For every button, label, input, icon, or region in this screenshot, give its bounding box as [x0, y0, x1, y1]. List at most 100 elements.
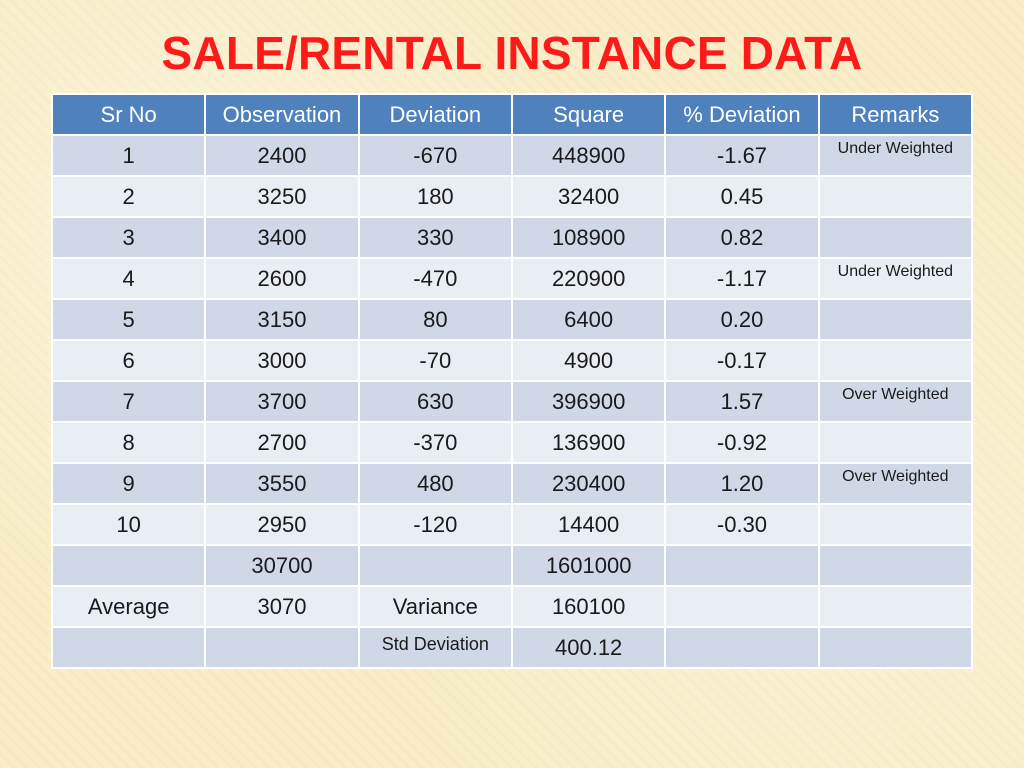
cell-pct-deviation: -0.30 [666, 505, 818, 544]
cell-observation: 3550 [206, 464, 358, 503]
cell-square: 108900 [512, 218, 665, 257]
cell-pct-deviation: -0.17 [666, 341, 818, 380]
table-row: 6 3000 -70 4900 -0.17 [53, 341, 971, 380]
cell-empty [359, 546, 511, 585]
cell-remarks: Under Weighted [819, 136, 971, 175]
cell-sr: 2 [53, 177, 205, 216]
cell-remarks [819, 300, 971, 339]
cell-observation: 3150 [206, 300, 358, 339]
variance-value: 160100 [512, 587, 665, 626]
cell-pct-deviation: 0.82 [666, 218, 818, 257]
cell-deviation: 480 [359, 464, 511, 503]
cell-sr: 3 [53, 218, 205, 257]
cell-pct-deviation: 1.57 [666, 382, 818, 421]
cell-square: 14400 [512, 505, 665, 544]
cell-observation: 3000 [206, 341, 358, 380]
cell-sr: 9 [53, 464, 205, 503]
table-row: 9 3550 480 230400 1.20 Over Weighted [53, 464, 971, 503]
cell-square: 448900 [512, 136, 665, 175]
cell-observation: 2400 [206, 136, 358, 175]
cell-observation: 3700 [206, 382, 358, 421]
cell-deviation: 80 [359, 300, 511, 339]
average-row: Average 3070 Variance 160100 [53, 587, 971, 626]
cell-remarks [819, 177, 971, 216]
cell-pct-deviation: 0.20 [666, 300, 818, 339]
cell-sr: 6 [53, 341, 205, 380]
cell-empty [206, 628, 358, 667]
cell-remarks [819, 341, 971, 380]
cell-sr: 1 [53, 136, 205, 175]
cell-deviation: -120 [359, 505, 511, 544]
cell-square: 32400 [512, 177, 665, 216]
table-row: 8 2700 -370 136900 -0.92 [53, 423, 971, 462]
table-row: 4 2600 -470 220900 -1.17 Under Weighted [53, 259, 971, 298]
cell-remarks: Under Weighted [819, 259, 971, 298]
cell-empty [819, 628, 971, 667]
observation-sum: 30700 [206, 546, 358, 585]
header-square: Square [512, 95, 665, 134]
cell-remarks: Over Weighted [819, 464, 971, 503]
cell-observation: 3250 [206, 177, 358, 216]
cell-remarks [819, 218, 971, 257]
cell-deviation: -670 [359, 136, 511, 175]
average-value: 3070 [206, 587, 358, 626]
cell-pct-deviation: 1.20 [666, 464, 818, 503]
header-sr-no: Sr No [53, 95, 205, 134]
cell-pct-deviation: -0.92 [666, 423, 818, 462]
cell-sr: 10 [53, 505, 205, 544]
cell-square: 4900 [512, 341, 665, 380]
cell-observation: 2700 [206, 423, 358, 462]
header-pct-deviation: % Deviation [666, 95, 818, 134]
cell-deviation: 630 [359, 382, 511, 421]
cell-remarks [819, 423, 971, 462]
cell-deviation: 330 [359, 218, 511, 257]
cell-pct-deviation: -1.17 [666, 259, 818, 298]
cell-empty [666, 546, 818, 585]
instance-data-table: Sr No Observation Deviation Square % Dev… [51, 93, 973, 669]
cell-empty [53, 628, 205, 667]
totals-row: 30700 1601000 [53, 546, 971, 585]
cell-empty [819, 546, 971, 585]
cell-sr: 7 [53, 382, 205, 421]
cell-square: 6400 [512, 300, 665, 339]
cell-square: 136900 [512, 423, 665, 462]
cell-square: 230400 [512, 464, 665, 503]
table-row: 1 2400 -670 448900 -1.67 Under Weighted [53, 136, 971, 175]
cell-square: 220900 [512, 259, 665, 298]
cell-deviation: -470 [359, 259, 511, 298]
cell-observation: 2950 [206, 505, 358, 544]
cell-sr: 5 [53, 300, 205, 339]
cell-observation: 2600 [206, 259, 358, 298]
cell-remarks [819, 505, 971, 544]
cell-empty [666, 587, 818, 626]
cell-sr: 4 [53, 259, 205, 298]
std-deviation-value: 400.12 [512, 628, 665, 667]
table-row: 2 3250 180 32400 0.45 [53, 177, 971, 216]
cell-sr: 8 [53, 423, 205, 462]
cell-empty [53, 546, 205, 585]
table-row: 5 3150 80 6400 0.20 [53, 300, 971, 339]
slide-title: SALE/RENTAL INSTANCE DATA [161, 27, 863, 79]
cell-deviation: -370 [359, 423, 511, 462]
table-row: 10 2950 -120 14400 -0.30 [53, 505, 971, 544]
cell-empty [666, 628, 818, 667]
std-deviation-label: Std Deviation [359, 628, 511, 667]
cell-deviation: -70 [359, 341, 511, 380]
variance-label: Variance [359, 587, 511, 626]
cell-remarks: Over Weighted [819, 382, 971, 421]
header-remarks: Remarks [819, 95, 971, 134]
cell-observation: 3400 [206, 218, 358, 257]
header-row: Sr No Observation Deviation Square % Dev… [53, 95, 971, 134]
header-observation: Observation [206, 95, 358, 134]
table-row: 3 3400 330 108900 0.82 [53, 218, 971, 257]
cell-empty [819, 587, 971, 626]
square-sum: 1601000 [512, 546, 665, 585]
std-deviation-row: Std Deviation 400.12 [53, 628, 971, 667]
table-row: 7 3700 630 396900 1.57 Over Weighted [53, 382, 971, 421]
average-label: Average [53, 587, 205, 626]
cell-pct-deviation: 0.45 [666, 177, 818, 216]
cell-square: 396900 [512, 382, 665, 421]
cell-pct-deviation: -1.67 [666, 136, 818, 175]
header-deviation: Deviation [359, 95, 511, 134]
cell-deviation: 180 [359, 177, 511, 216]
